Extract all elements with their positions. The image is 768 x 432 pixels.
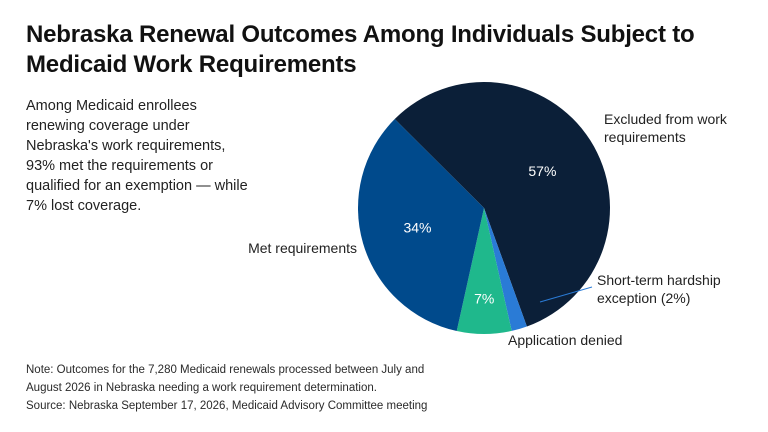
chart-footer: Note: Outcomes for the 7,280 Medicaid re… — [26, 361, 526, 415]
pie-slice-met — [358, 119, 484, 332]
data-label-met: 34% — [403, 220, 431, 236]
category-label-excluded-line1: Excluded from work — [604, 111, 728, 127]
category-label-excluded-line2: requirements — [604, 129, 686, 145]
callout-line-hardship — [539, 286, 593, 303]
pie-slice-labels: 57% 7% 34% — [403, 163, 556, 307]
category-label-hardship-line2: exception (2%) — [597, 290, 690, 306]
data-label-denied: 7% — [474, 291, 494, 307]
pie-slice-denied — [456, 208, 512, 334]
footer-note-line1: Note: Outcomes for the 7,280 Medicaid re… — [26, 364, 425, 376]
pie-slices — [358, 82, 610, 334]
category-label-hardship-line1: Short-term hardship — [597, 272, 721, 288]
category-label-met: Met requirements — [248, 240, 357, 256]
data-label-excluded: 57% — [528, 163, 556, 179]
chart-summary: Among Medicaid enrollees renewing covera… — [26, 98, 248, 214]
footer-note-line2: August 2026 in Nebraska needing a work r… — [26, 382, 377, 394]
pie-slice-excluded — [394, 82, 610, 327]
pie-callouts — [539, 286, 593, 303]
chart-title: Nebraska Renewal Outcomes Among Individu… — [26, 21, 695, 78]
pie-slice-hardship — [484, 208, 527, 331]
category-label-denied: Application denied — [508, 332, 622, 348]
footer-source: Source: Nebraska September 17, 2026, Med… — [26, 400, 428, 412]
